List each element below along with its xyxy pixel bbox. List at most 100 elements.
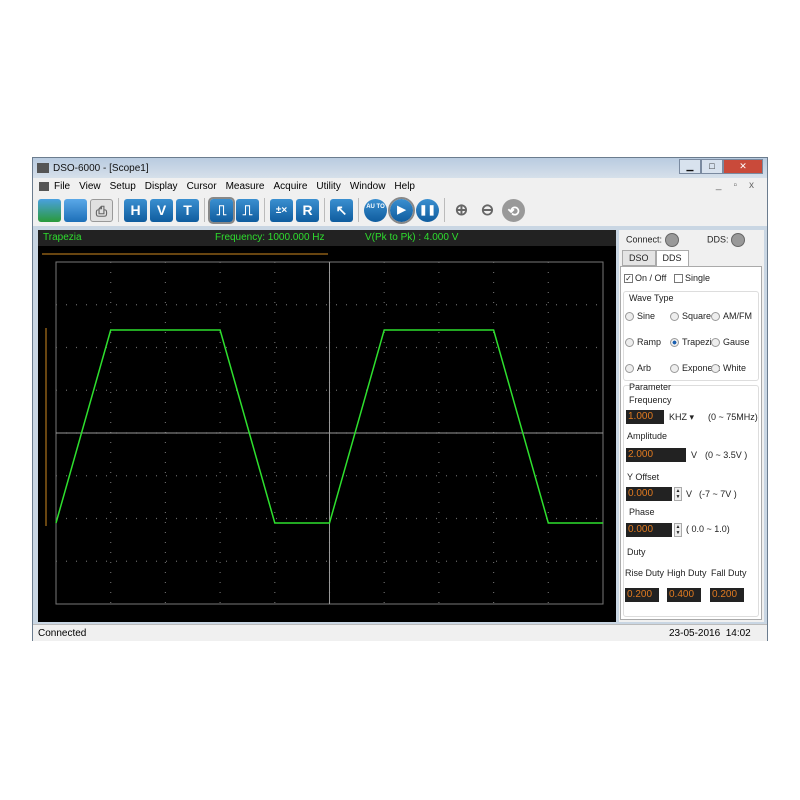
pulse2-icon[interactable]: ⎍ [236,198,259,222]
radio-label: Arb [637,363,652,373]
t-icon[interactable]: T [176,198,199,222]
phase-spinner[interactable]: ▲ ▼ [674,523,682,537]
phase-label: Phase [629,507,655,517]
radio-button-icon [625,364,634,374]
connect-label: Connect: [626,234,663,245]
radio-am-fm[interactable]: AM/FM [711,311,752,322]
auto-icon[interactable]: AU TO [364,198,387,222]
wave-name: Trapezia [43,232,82,243]
radio-label: Square [682,311,712,321]
radio-button-icon [711,312,720,322]
radio-label: Ramp [637,337,662,347]
close-button[interactable]: ✕ [723,159,763,174]
offset-spinner[interactable]: ▲ ▼ [674,487,682,501]
frequency-unit-select[interactable]: KHZ ▾ [669,412,694,423]
radio-white[interactable]: White [711,363,746,374]
app-window: DSO-6000 - [Scope1] ▁ □ ✕ File View Setu… [32,157,768,641]
save-icon[interactable] [64,198,87,222]
radio-label: Trapezia [682,337,717,347]
pause-icon[interactable]: ❚❚ [416,198,439,222]
menu-window[interactable]: Window [349,180,386,192]
on-off-checkbox[interactable]: ✓ On / Off [624,273,667,284]
radio-button-icon [711,364,720,374]
tab-dds[interactable]: DDS [655,250,689,266]
amplitude-input[interactable]: 2.000 [626,448,686,462]
menu-cursor[interactable]: Cursor [186,180,217,192]
scope-display[interactable]: Trapezia Frequency: 1000.000 Hz V(Pk to … [38,230,616,622]
frequency-input[interactable]: 1.000 [626,410,664,424]
radio-button-icon [625,338,634,348]
tab-dso[interactable]: DSO [622,250,656,266]
parameter-label: Parameter [629,382,672,392]
math-icon[interactable]: ±× [270,198,293,222]
radio-button-icon [711,338,720,348]
menu-utility[interactable]: Utility [316,180,341,192]
radio-gause[interactable]: Gause [711,337,750,348]
offset-label: Y Offset [627,472,660,482]
radio-sine[interactable]: Sine [625,311,655,322]
radio-square[interactable]: Square [670,311,712,322]
pulse-icon[interactable]: ⎍ [208,196,235,224]
high-duty-label: High Duty [667,568,707,578]
radio-label: Gause [723,337,750,347]
frequency-unit: KHZ [669,412,687,422]
radio-exponent[interactable]: Exponent [670,363,721,374]
single-label: Single [685,273,711,283]
scope-info-bar: Trapezia Frequency: 1000.000 Hz V(Pk to … [38,230,616,246]
menu-acquire[interactable]: Acquire [273,180,308,192]
radio-button-icon [670,338,679,348]
fall-duty-label: Fall Duty [711,568,747,578]
menu-display[interactable]: Display [144,180,178,192]
scope-plot [42,253,604,605]
phase-range: ( 0.0 ~ 1.0) [686,524,730,534]
mdi-restore-button[interactable]: ▫ [733,180,737,191]
amplitude-unit: V [691,450,698,460]
offset-unit: V [686,489,693,499]
title-bar: DSO-6000 - [Scope1] ▁ □ ✕ [33,158,767,178]
menu-file[interactable]: File [54,180,71,192]
wave-type-label: Wave Type [629,293,674,303]
frequency-range: (0 ~ 75MHz) [708,412,758,422]
menu-view[interactable]: View [79,180,101,192]
rise-duty-label: Rise Duty [625,568,665,578]
cursor-icon[interactable]: ↖ [330,198,353,222]
high-duty-input[interactable]: 0.400 [667,588,701,602]
fall-duty-input[interactable]: 0.200 [710,588,744,602]
radio-ramp[interactable]: Ramp [625,337,662,348]
frequency-readout: Frequency: 1000.000 Hz [215,232,325,243]
v-icon[interactable]: V [150,198,173,222]
menu-setup[interactable]: Setup [109,180,136,192]
h-icon[interactable]: H [124,198,147,222]
reset-icon[interactable]: ⟲ [502,198,525,222]
radio-arb[interactable]: Arb [625,363,652,374]
single-checkbox[interactable]: Single [674,273,711,284]
chevron-down-icon: ▾ [689,412,695,422]
radio-button-icon [670,364,679,374]
rise-duty-input[interactable]: 0.200 [625,588,659,602]
mdi-close-button[interactable]: x [749,180,754,191]
maximize-button[interactable]: □ [701,159,723,174]
connect-indicator [664,233,679,247]
dds-label: DDS: [707,234,729,245]
radio-trapezia[interactable]: Trapezia [670,337,717,348]
print-icon[interactable]: ⎙ [90,198,113,222]
duty-label: Duty [627,547,646,557]
open-icon[interactable] [38,198,61,222]
phase-input[interactable]: 0.000 [626,523,672,537]
menu-measure[interactable]: Measure [225,180,265,192]
zoom-out-icon[interactable]: ⊖ [476,198,499,222]
menu-help[interactable]: Help [394,180,415,192]
zoom-in-icon[interactable]: ⊕ [450,198,473,222]
on-off-label: On / Off [635,273,667,283]
r-icon[interactable]: R [296,198,319,222]
radio-label: Exponent [682,363,721,373]
dds-panel: Connect: DDS: DSO DDS ✓ On / Off Single W… [619,230,764,622]
doc-icon [39,181,49,191]
mdi-minimize-button[interactable]: _ [715,180,722,191]
wave-type-group [623,291,759,381]
play-icon[interactable]: ▶ [388,196,415,224]
offset-input[interactable]: 0.000 [626,487,672,501]
dds-indicator [731,233,746,247]
radio-button-icon [625,312,634,322]
minimize-button[interactable]: ▁ [679,159,701,174]
